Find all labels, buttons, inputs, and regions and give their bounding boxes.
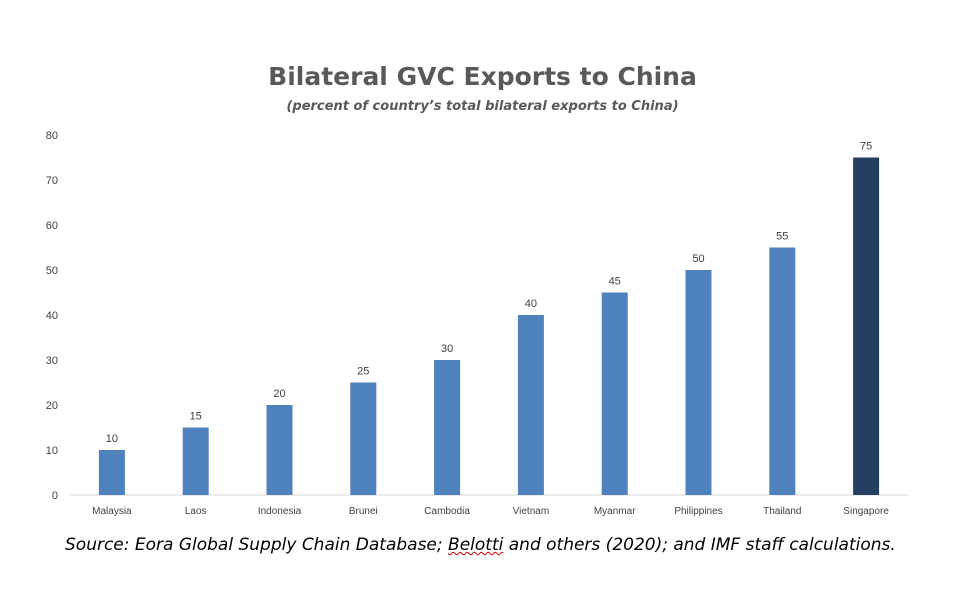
data-labels: 10 15 20 25 30 40 45 50 55 75: [106, 141, 872, 446]
bar: [434, 360, 461, 495]
bar: [266, 405, 293, 495]
bar: [98, 450, 125, 495]
data-label: 25: [357, 366, 369, 378]
y-axis: 0 10 20 30 40 50 60 70 80: [46, 130, 58, 502]
data-label: 40: [525, 298, 537, 310]
chart-subtitle: (percent of country’s total bilateral ex…: [286, 99, 679, 114]
x-tick-label: Malaysia: [92, 506, 132, 517]
x-tick-label: Singapore: [843, 506, 889, 517]
data-label: 75: [860, 141, 872, 153]
x-tick-label: Myanmar: [594, 506, 636, 517]
y-tick-label: 10: [46, 445, 58, 457]
x-axis-tick-labels: Malaysia Laos Indonesia Brunei Cambodia Vietn…: [92, 506, 889, 517]
data-label: 20: [273, 388, 285, 400]
bar: [517, 315, 544, 495]
y-tick-label: 50: [46, 265, 58, 277]
x-tick-label: Brunei: [349, 506, 378, 517]
x-tick-label: Vietnam: [513, 506, 550, 517]
source-flagged-word: Belotti: [448, 535, 504, 555]
data-label: 10: [106, 433, 118, 445]
data-label: 55: [776, 231, 788, 243]
source-note: Source: Eora Global Supply Chain Databas…: [65, 535, 896, 555]
y-tick-label: 70: [46, 175, 58, 187]
y-tick-label: 60: [46, 220, 58, 232]
source-suffix: and others (2020); and IMF staff calcula…: [503, 535, 896, 555]
data-label: 30: [441, 343, 453, 355]
data-label: 50: [692, 253, 704, 265]
y-tick-label: 0: [52, 490, 58, 502]
y-tick-label: 20: [46, 400, 58, 412]
y-tick-label: 80: [46, 130, 58, 142]
chart-title: Bilateral GVC Exports to China: [268, 62, 697, 91]
y-tick-label: 40: [46, 310, 58, 322]
bar: [601, 292, 628, 495]
bar: [350, 382, 377, 495]
data-label: 45: [609, 276, 621, 288]
data-label: 15: [190, 411, 202, 423]
x-tick-label: Thailand: [763, 506, 801, 517]
x-tick-label: Indonesia: [258, 506, 302, 517]
source-prefix: Source: Eora Global Supply Chain Databas…: [65, 535, 449, 555]
x-tick-label: Cambodia: [424, 506, 470, 517]
bars: [98, 157, 880, 495]
y-tick-label: 30: [46, 355, 58, 367]
bar: [769, 247, 796, 495]
x-tick-label: Laos: [185, 506, 207, 517]
bar: [685, 270, 712, 495]
bar: [853, 157, 880, 495]
bar: [182, 427, 209, 495]
x-tick-label: Philippines: [674, 506, 722, 517]
